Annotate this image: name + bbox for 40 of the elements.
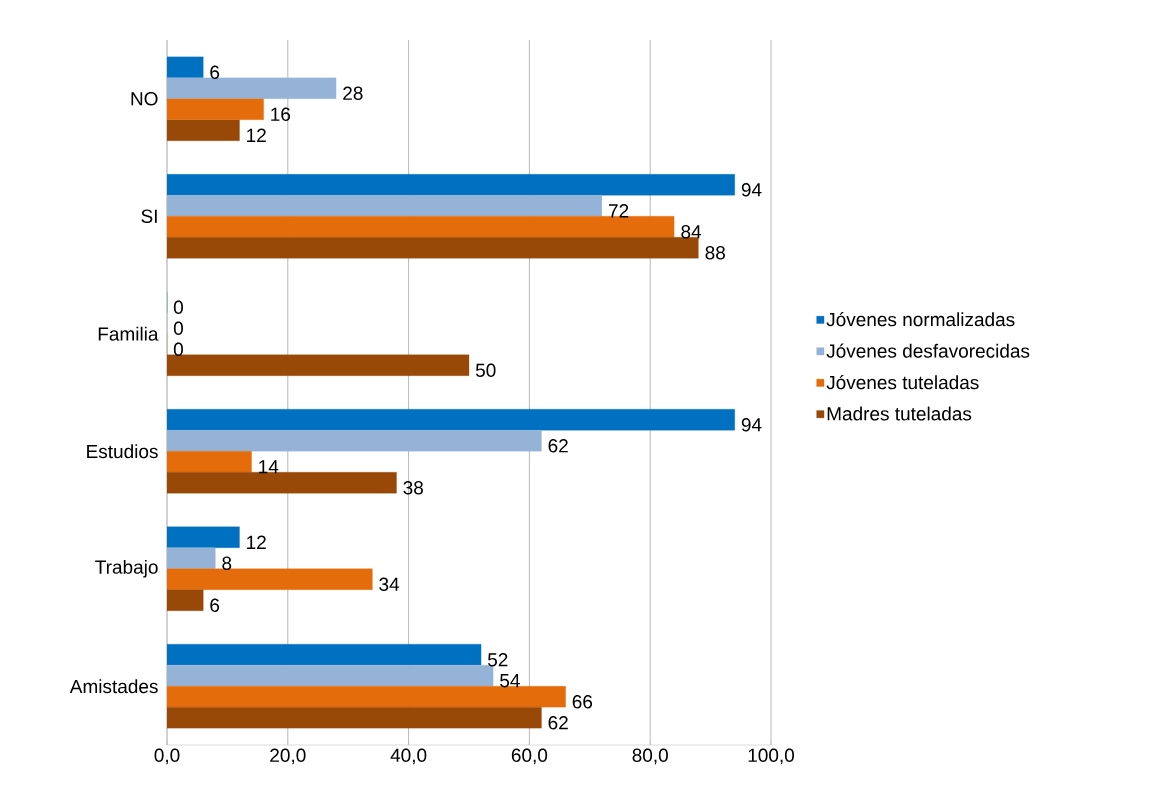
data-label: 16 [271,107,291,121]
data-label: 0 [173,321,183,335]
data-label: 50 [475,363,496,377]
data-label: 34 [379,577,400,591]
y-tick-label: Familia [98,326,159,341]
data-label: 54 [500,674,520,688]
data-label: 0 [173,342,183,356]
data-label: 14 [259,460,279,474]
x-tick-label: 100,0 [748,748,795,765]
x-tick-label: 60,0 [511,748,548,765]
data-label: 84 [681,225,702,239]
data-label: 94 [741,418,762,432]
data-label: 94 [741,183,762,197]
x-tick-label: 80,0 [632,748,668,765]
data-label: 0 [173,300,183,314]
y-tick-label: Estudios [87,444,158,459]
data-label: 62 [548,439,568,453]
data-label: 8 [222,556,232,570]
x-tick-label: 0,0 [154,748,180,765]
legend-label: Jóvenes desfavorecidas [826,343,1030,358]
data-label: 52 [487,653,508,667]
y-tick-label: Trabajo [95,559,158,578]
data-label: 72 [609,204,629,218]
y-tick-label: NO [131,92,158,106]
data-label: 66 [572,695,593,709]
legend-label: Jóvenes tuteladas [826,375,979,390]
data-label: 6 [210,598,220,612]
y-tick-label: Amistades [69,679,158,694]
data-label: 12 [247,535,266,549]
y-tick-label: SI [141,209,157,223]
data-label: 6 [210,65,220,79]
data-label: 38 [403,481,423,495]
legend-label: Madres tuteladas [827,406,972,421]
legend-label: Jóvenes normalizadas [826,312,1015,327]
x-tick-label: 40,0 [390,748,427,765]
data-label: 88 [705,246,725,260]
data-label: 12 [247,128,266,142]
x-tick-label: 20,0 [270,748,306,765]
data-label: 28 [343,86,363,100]
data-label: 62 [548,716,568,730]
